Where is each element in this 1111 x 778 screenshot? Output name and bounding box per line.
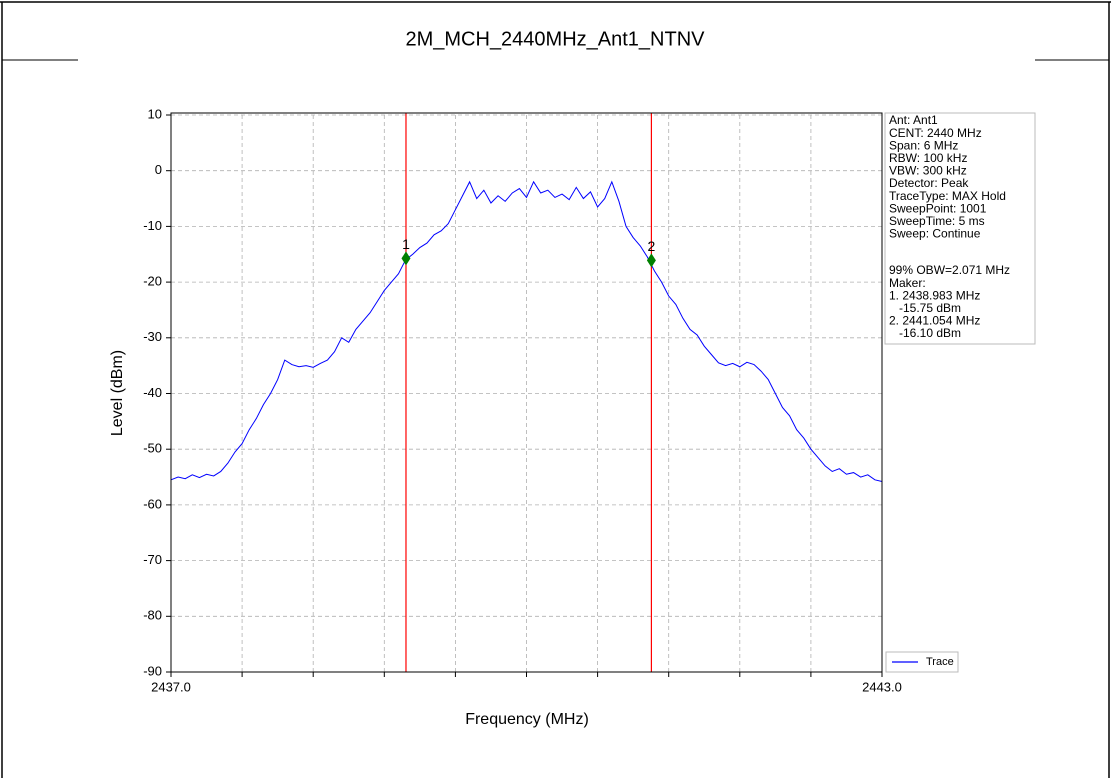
y-tick-label: -80 xyxy=(143,608,162,623)
marker-label: 1 xyxy=(402,236,410,252)
info-line: CENT: 2440 MHz xyxy=(889,126,982,140)
info-line: SweepTime: 5 ms xyxy=(889,214,985,228)
y-axis-label: Level (dBm) xyxy=(109,350,126,436)
info-line: Span: 6 MHz xyxy=(889,138,958,152)
y-tick-label: -50 xyxy=(143,441,162,456)
info-line: VBW: 300 kHz xyxy=(889,164,967,178)
legend xyxy=(885,651,959,673)
info-line: Ant: Ant1 xyxy=(889,113,938,127)
marker xyxy=(646,253,656,268)
info-line: 2. 2441.054 MHz xyxy=(889,314,980,328)
trace-line xyxy=(170,180,883,482)
info-line: Sweep: Continue xyxy=(889,227,981,241)
y-tick-label: -90 xyxy=(143,663,162,678)
y-tick-label: 0 xyxy=(155,162,162,177)
info-line: Maker: xyxy=(889,276,926,290)
info-line: Detector: Peak xyxy=(889,176,969,190)
y-tick-label: -70 xyxy=(143,552,162,567)
y-tick-label: 10 xyxy=(148,106,162,121)
x-axis-label: Frequency (MHz) xyxy=(465,711,589,728)
info-line: SweepPoint: 1001 xyxy=(889,201,987,215)
marker-label: 2 xyxy=(648,238,656,254)
y-tick-label: -60 xyxy=(143,496,162,511)
info-box xyxy=(884,112,1036,345)
info-line: 99% OBW=2.071 MHz xyxy=(889,263,1010,277)
chart-title: 2M_MCH_2440MHz_Ant1_NTNV xyxy=(405,28,705,50)
x-tick-label: 2443.0 xyxy=(862,679,902,694)
y-tick-label: -30 xyxy=(143,329,162,344)
legend-label: Trace xyxy=(926,656,954,668)
x-tick-label: 2437.0 xyxy=(151,679,191,694)
info-line: 1. 2438.983 MHz xyxy=(889,288,980,302)
y-tick-label: -10 xyxy=(143,218,162,233)
info-line: -15.75 dBm xyxy=(889,301,961,315)
marker xyxy=(401,251,411,266)
info-line: RBW: 100 kHz xyxy=(889,151,967,165)
plot-frame xyxy=(170,112,883,673)
y-tick-label: -40 xyxy=(143,385,162,400)
info-line: TraceType: MAX Hold xyxy=(889,189,1006,203)
info-line: -16.10 dBm xyxy=(889,326,961,340)
y-tick-label: -20 xyxy=(143,274,162,289)
